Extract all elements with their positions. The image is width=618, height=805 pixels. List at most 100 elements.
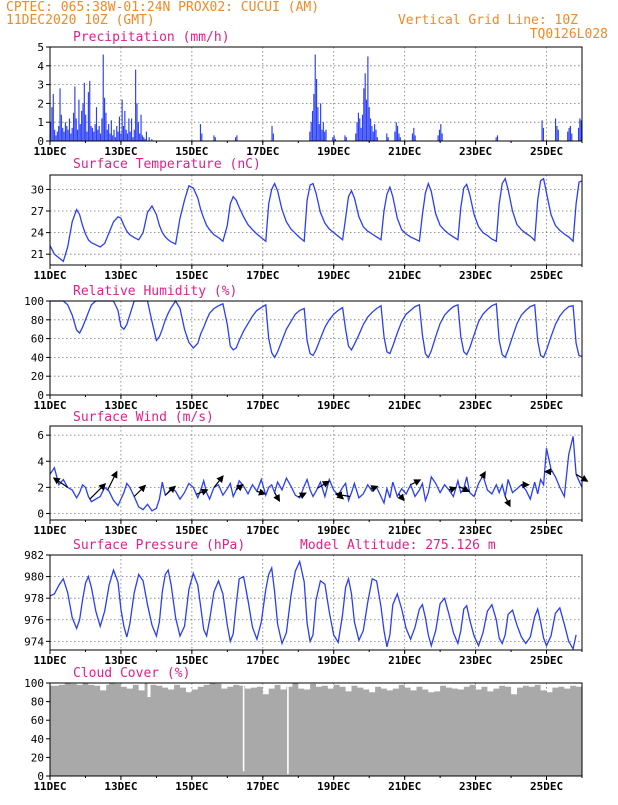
precip-bar [200,124,201,141]
wind-series-line [50,436,582,511]
date-tick-label: 19DEC [317,524,350,537]
precip-bar [77,130,78,141]
y-tick-label: 60 [31,333,44,346]
y-tick-label: 4 [37,60,44,73]
precip-bar [370,118,371,141]
date-tick-label: 23DEC [459,399,492,412]
precip-bar [69,118,70,141]
precip-bar [323,122,324,141]
temp-title: Surface Temperature (nC) [73,157,261,172]
precip-bar [438,135,439,141]
precip-bar [57,132,58,141]
precip-bar [81,111,82,141]
precip-bar [123,126,124,141]
date-tick-label: 23DEC [459,524,492,537]
precip-bar [316,79,317,141]
header-grid-note: Vertical Grid Line: 10Z [398,13,578,28]
precip-bar [86,132,87,141]
precip-bar [103,55,104,141]
precip-bar [62,128,63,141]
precip-bar [357,122,358,141]
precip-bar [365,73,366,141]
y-tick-label: 80 [31,696,44,709]
date-tick-label: 25DEC [530,399,563,412]
precip-bar [132,137,133,141]
date-tick-label: 11DEC [33,654,66,667]
precip-bar [85,115,86,141]
date-tick-label: 17DEC [246,654,279,667]
precip-bar [131,118,132,141]
precip-bar [363,88,364,141]
date-tick-label: 25DEC [530,524,563,537]
precip-bar [119,117,120,141]
precip-bar [143,137,144,141]
precip-bar [309,132,310,141]
precip-bar [126,130,127,141]
y-tick-label: 100 [24,677,44,690]
precip-bar [321,130,322,141]
precip-bar [215,137,216,141]
precip-bar [359,118,360,141]
precip-bar [112,135,113,141]
precip-bar [68,130,69,141]
y-tick-label: 4 [37,455,44,468]
precip-bar [88,92,89,141]
precip-bar [104,98,105,141]
precip-bar [413,128,414,141]
precip-bar [95,124,96,141]
precip-bar [324,132,325,141]
precip-bar [412,133,413,141]
precip-bar [555,118,556,141]
model-altitude-label: Model Altitude: 275.126 m [300,538,496,553]
precip-bar [55,135,56,141]
date-tick-label: 21DEC [388,269,421,282]
y-tick-label: 40 [31,733,44,746]
precip-bar [142,135,143,141]
precip-bar [311,122,312,141]
wind-arrow [411,480,421,485]
precip-bar [325,130,326,141]
precip-bar [134,130,135,141]
precip-bar [97,130,98,141]
precip-bar [107,130,108,141]
cloud-title: Cloud Cover (%) [73,666,190,681]
precip-bar [74,86,75,141]
precip-bar [136,103,137,141]
header-run-time: 11DEC2020 10Z (GMT) [6,13,155,28]
precip-bar [115,137,116,141]
y-tick-label: 2 [37,97,44,110]
precip-bar [355,133,356,141]
precip-bar [58,126,59,141]
y-tick-label: 982 [24,549,44,562]
date-tick-label: 19DEC [317,145,350,158]
precip-title: Precipitation (mm/h) [73,30,230,45]
precip-bar [558,130,559,141]
precip-bar [213,135,214,141]
date-tick-label: 11DEC [33,399,66,412]
y-tick-label: 20 [31,370,44,383]
pressure-series-line [50,562,576,649]
precip-bar [92,128,93,141]
precip-bar [109,133,110,141]
precip-bar [80,124,81,141]
precip-bar [105,113,106,141]
y-tick-label: 24 [31,227,45,240]
precip-bar [72,128,73,141]
precip-bar [53,94,54,141]
wind-title: Surface Wind (m/s) [73,410,214,425]
wind-arrow [134,486,145,497]
date-tick-label: 25DEC [530,654,563,667]
precip-bar [61,115,62,141]
precip-bar [439,130,440,141]
precip-bar [64,132,65,141]
date-tick-label: 23DEC [459,145,492,158]
precip-bar [96,107,97,141]
panel-frame [50,426,582,520]
y-tick-label: 60 [31,714,44,727]
precip-bar [415,135,416,141]
precip-bar [70,133,71,141]
